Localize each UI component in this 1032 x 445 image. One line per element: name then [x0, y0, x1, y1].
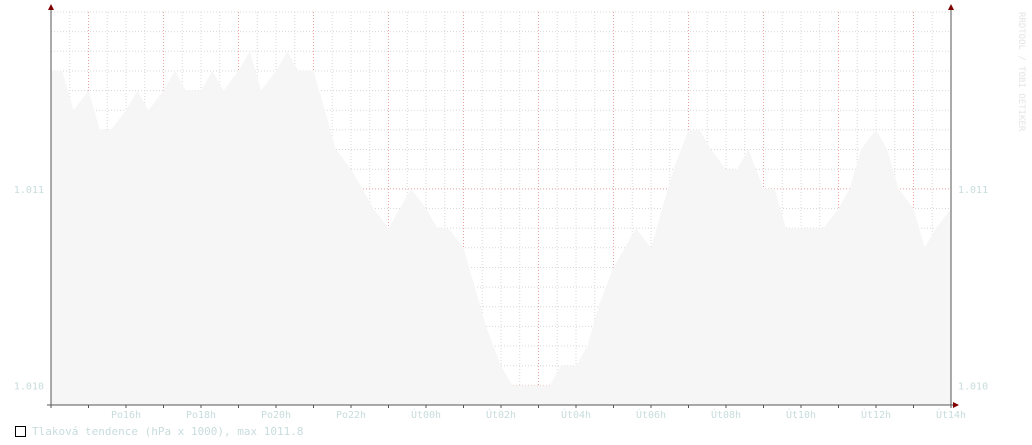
- x-tick-label: Po20h: [261, 410, 291, 421]
- series-area: [51, 51, 951, 406]
- y-tick-label-right: 1.011: [958, 185, 988, 196]
- x-tick-label: Po22h: [336, 410, 366, 421]
- tick-labels: Po16h Po18h Po20h Po22h Út00h Út02h Út04h Út06h…: [14, 185, 988, 421]
- legend-swatch: [15, 426, 26, 437]
- legend-label: Tlaková tendence (hPa x 1000), max 1011.…: [32, 425, 304, 438]
- y-tick-label-left: 1.010: [14, 381, 44, 392]
- x-tick-label: Po16h: [111, 410, 141, 421]
- x-tick-label: Út02h: [486, 408, 516, 421]
- x-tick-label: Út00h: [411, 408, 441, 421]
- watermark: RRDTOOL / TOBI OETIKER: [1016, 12, 1026, 132]
- x-tick-label: Út04h: [561, 408, 591, 421]
- x-axis-arrow: [953, 402, 959, 408]
- x-tick-label: Po18h: [186, 410, 216, 421]
- legend: Tlaková tendence (hPa x 1000), max 1011.…: [15, 425, 304, 438]
- x-tick-label: Út10h: [786, 408, 816, 421]
- y-tick-label-right: 1.010: [958, 381, 988, 392]
- y-axis-left-arrow: [48, 4, 54, 10]
- x-tick-label: Út08h: [711, 408, 741, 421]
- y-tick-label-left: 1.011: [14, 185, 44, 196]
- y-axis-right-arrow: [948, 4, 954, 10]
- data-area-layer: [51, 51, 951, 406]
- x-tick-label: Út06h: [636, 408, 666, 421]
- x-tick-label: Út12h: [861, 408, 891, 421]
- x-tick-label: Út14h: [936, 408, 966, 421]
- axes: [47, 4, 959, 408]
